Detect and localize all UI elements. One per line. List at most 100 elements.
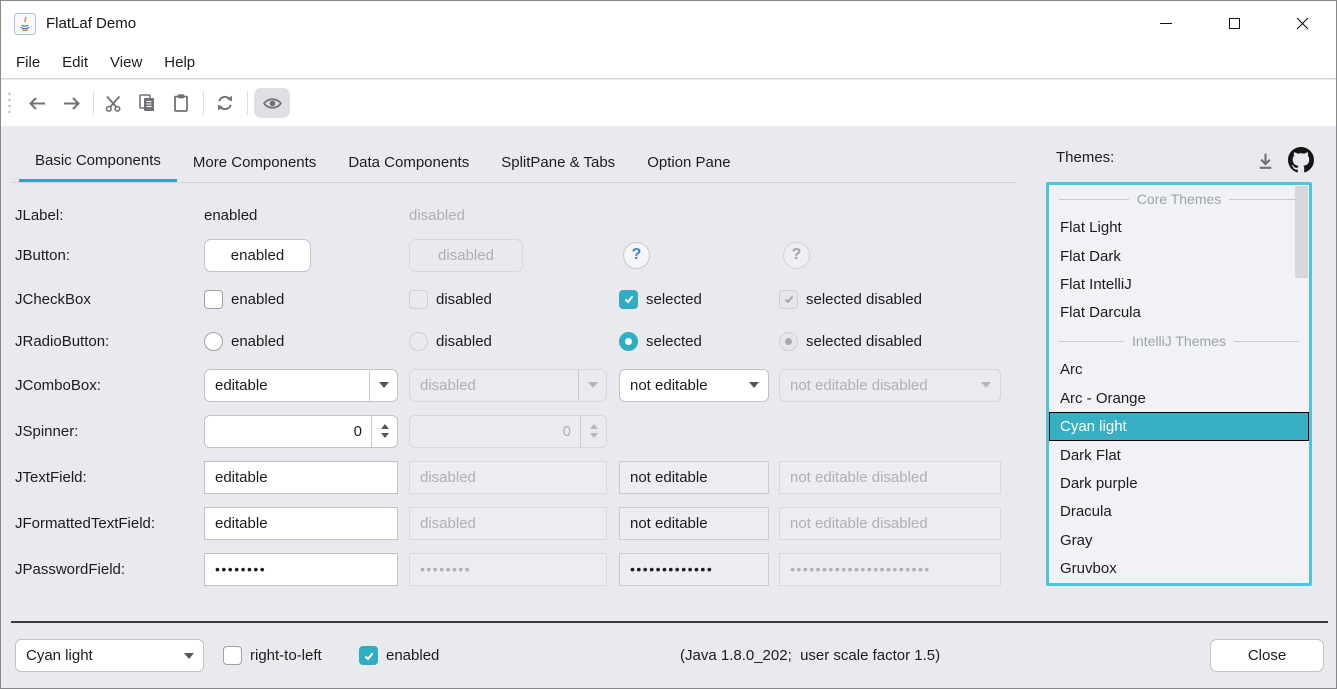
radio-enabled[interactable] — [204, 331, 223, 351]
spinner-value[interactable]: 0 — [353, 422, 362, 440]
themes-section-core: Core Themes — [1049, 185, 1309, 213]
themes-scrollbar-thumb[interactable] — [1295, 186, 1308, 278]
tab-more-components[interactable]: More Components — [192, 153, 317, 171]
tab-splitpane-tabs[interactable]: SplitPane & Tabs — [501, 153, 616, 171]
chevron-down-icon[interactable] — [175, 640, 203, 671]
chevron-down-icon[interactable] — [369, 369, 397, 401]
theme-item-cyan-light[interactable]: Cyan light — [1049, 412, 1309, 441]
close-window-button[interactable] — [1268, 1, 1336, 46]
window-title: FlatLaf Demo — [46, 15, 137, 32]
enabled-checkbox-label: enabled — [386, 647, 440, 664]
theme-item-flat-light[interactable]: Flat Light — [1060, 219, 1122, 237]
theme-item-arc-orange[interactable]: Arc - Orange — [1060, 389, 1146, 407]
combobox-editable[interactable]: editable — [204, 368, 398, 402]
jcheckbox-row: JCheckBox enabled disabled selected sele… — [1, 282, 1021, 316]
combobox-value: not editable disabled — [790, 376, 928, 394]
theme-item-arc[interactable]: Arc — [1060, 361, 1083, 379]
forward-arrow-icon — [63, 96, 80, 110]
refresh-button[interactable] — [209, 88, 241, 118]
theme-item-dracula[interactable]: Dracula — [1060, 503, 1112, 521]
theme-item-flat-intellij[interactable]: Flat IntelliJ — [1060, 275, 1132, 293]
theme-item-flat-dark[interactable]: Flat Dark — [1060, 247, 1121, 265]
spinner-down-icon — [380, 433, 389, 438]
formatted-textfield-editable[interactable]: editable — [204, 506, 398, 540]
checkbox-enabled-label: enabled — [231, 290, 285, 308]
right-to-left-checkbox[interactable] — [223, 646, 242, 665]
paste-button[interactable] — [165, 88, 197, 118]
toolbar-separator — [203, 91, 204, 115]
combobox-disabled: disabled — [409, 368, 607, 402]
jformattedtextfield-row: JFormattedTextField: editable disabled n… — [1, 506, 1021, 540]
theme-item-flat-darcula[interactable]: Flat Darcula — [1060, 304, 1141, 322]
lookandfeel-combobox[interactable]: Cyan light — [15, 639, 204, 672]
github-button[interactable] — [1286, 145, 1316, 175]
checkbox-selected[interactable] — [619, 289, 638, 309]
copy-button[interactable] — [131, 88, 163, 118]
chevron-down-icon — [578, 369, 606, 401]
close-icon — [1296, 17, 1308, 30]
textfield-editable[interactable]: editable — [204, 460, 398, 494]
spinner-up-icon — [380, 424, 389, 429]
jradiobutton-row: JRadioButton: enabled disabled selected … — [1, 324, 1021, 358]
jcombobox-row: JComboBox: editable disabled not editabl… — [1, 368, 1021, 402]
theme-item-dark-flat[interactable]: Dark Flat — [1060, 446, 1121, 464]
radio-dot — [785, 337, 792, 345]
jbutton-row: JButton: enabled disabled ? ? — [1, 238, 1021, 272]
show-toggle-button[interactable] — [254, 88, 290, 118]
menu-help[interactable]: Help — [164, 53, 196, 71]
theme-item-gray[interactable]: Gray — [1060, 531, 1093, 549]
passwordfield-editable[interactable]: •••••••• — [204, 552, 398, 586]
themes-list: Core Themes Flat Light Flat Dark Flat In… — [1046, 182, 1312, 586]
title-bar: FlatLaf Demo — [1, 1, 1336, 46]
minimize-button[interactable] — [1132, 1, 1200, 46]
help-button-disabled: ? — [783, 241, 810, 269]
enabled-button[interactable]: enabled — [204, 238, 311, 272]
help-button[interactable]: ? — [623, 241, 650, 269]
check-icon — [364, 652, 373, 661]
eye-icon — [262, 97, 282, 109]
combobox-not-editable[interactable]: not editable — [619, 368, 769, 402]
tab-data-components[interactable]: Data Components — [348, 153, 470, 171]
jpasswordfield-row-label: JPasswordField: — [15, 560, 126, 578]
passwordfield-not-editable: ••••••••••••• — [619, 552, 769, 586]
toolbar-separator — [93, 91, 94, 115]
enabled-checkbox[interactable] — [359, 646, 378, 665]
toolbar — [1, 80, 1336, 126]
back-button[interactable] — [21, 88, 53, 118]
maximize-button[interactable] — [1200, 1, 1268, 46]
minimize-icon — [1160, 23, 1172, 24]
theme-item-dark-purple[interactable]: Dark purple — [1060, 474, 1138, 492]
spinner-value: 0 — [562, 422, 571, 440]
close-button-wrap: Close — [1210, 639, 1324, 672]
formatted-textfield-disabled: disabled — [409, 506, 607, 540]
chevron-down-icon[interactable] — [740, 370, 768, 401]
spinner-enabled[interactable]: 0 — [204, 414, 398, 448]
menu-file[interactable]: File — [16, 53, 41, 71]
menu-edit[interactable]: Edit — [62, 53, 89, 71]
download-themes-button[interactable] — [1250, 146, 1280, 176]
tab-option-pane[interactable]: Option Pane — [647, 153, 731, 171]
radio-selected-disabled-label: selected disabled — [806, 332, 922, 350]
radio-selected[interactable] — [619, 331, 638, 351]
close-button[interactable]: Close — [1210, 639, 1324, 672]
bottom-separator — [11, 621, 1328, 623]
checkbox-enabled[interactable] — [204, 289, 223, 309]
tab-bar: Basic Components More Components Data Co… — [19, 142, 747, 182]
combobox-not-editable-disabled: not editable disabled — [779, 368, 1001, 402]
jlabel-enabled: enabled — [204, 206, 258, 224]
jtextfield-row-label: JTextField: — [15, 468, 87, 486]
tab-basic-components[interactable]: Basic Components — [19, 142, 177, 182]
chevron-down-icon — [972, 370, 1000, 401]
spinner-arrows[interactable] — [371, 415, 397, 447]
status-text: (Java 1.8.0_202; user scale factor 1.5) — [680, 647, 941, 664]
toolbar-grip[interactable] — [8, 91, 11, 115]
disabled-button: disabled — [409, 238, 523, 272]
theme-item-gruvbox[interactable]: Gruvbox — [1060, 560, 1117, 578]
forward-button[interactable] — [55, 88, 87, 118]
combobox-value: editable — [215, 376, 268, 394]
menu-view[interactable]: View — [110, 53, 143, 71]
cut-button[interactable] — [97, 88, 129, 118]
copy-icon — [139, 94, 154, 111]
jlabel-row: JLabel: enabled disabled — [1, 198, 1021, 232]
